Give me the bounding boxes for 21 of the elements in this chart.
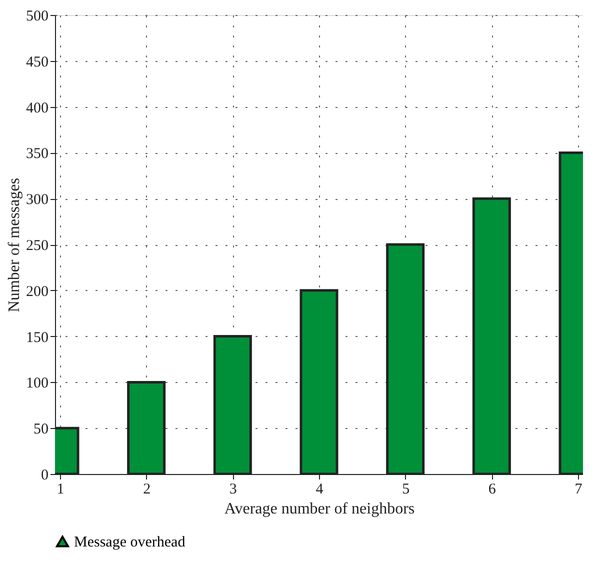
x-axis-title: Average number of neighbors <box>224 500 415 518</box>
y-tick-label: 250 <box>26 238 48 254</box>
x-tick-label: 1 <box>56 482 64 498</box>
x-tick-label: 4 <box>316 482 324 498</box>
y-tick-label: 350 <box>26 146 48 162</box>
x-tick-label: 6 <box>488 482 496 498</box>
y-axis-title: Number of messages <box>6 178 23 312</box>
x-tick-label: 2 <box>143 482 151 498</box>
y-tick-label: 500 <box>26 8 48 24</box>
y-tick-label: 200 <box>26 284 48 300</box>
y-tick-label: 400 <box>26 100 48 116</box>
x-tick-label: 3 <box>229 482 237 498</box>
y-tick-label: 450 <box>26 54 48 70</box>
x-tick-label: 5 <box>402 482 410 498</box>
y-tick-label: 0 <box>41 468 48 484</box>
y-tick-label: 150 <box>26 330 48 346</box>
x-tick-label: 7 <box>574 482 583 498</box>
legend-label: Message overhead <box>74 534 186 550</box>
y-tick-label: 300 <box>26 192 48 208</box>
y-tick-label: 100 <box>26 376 48 392</box>
y-tick-label: 50 <box>34 422 48 438</box>
